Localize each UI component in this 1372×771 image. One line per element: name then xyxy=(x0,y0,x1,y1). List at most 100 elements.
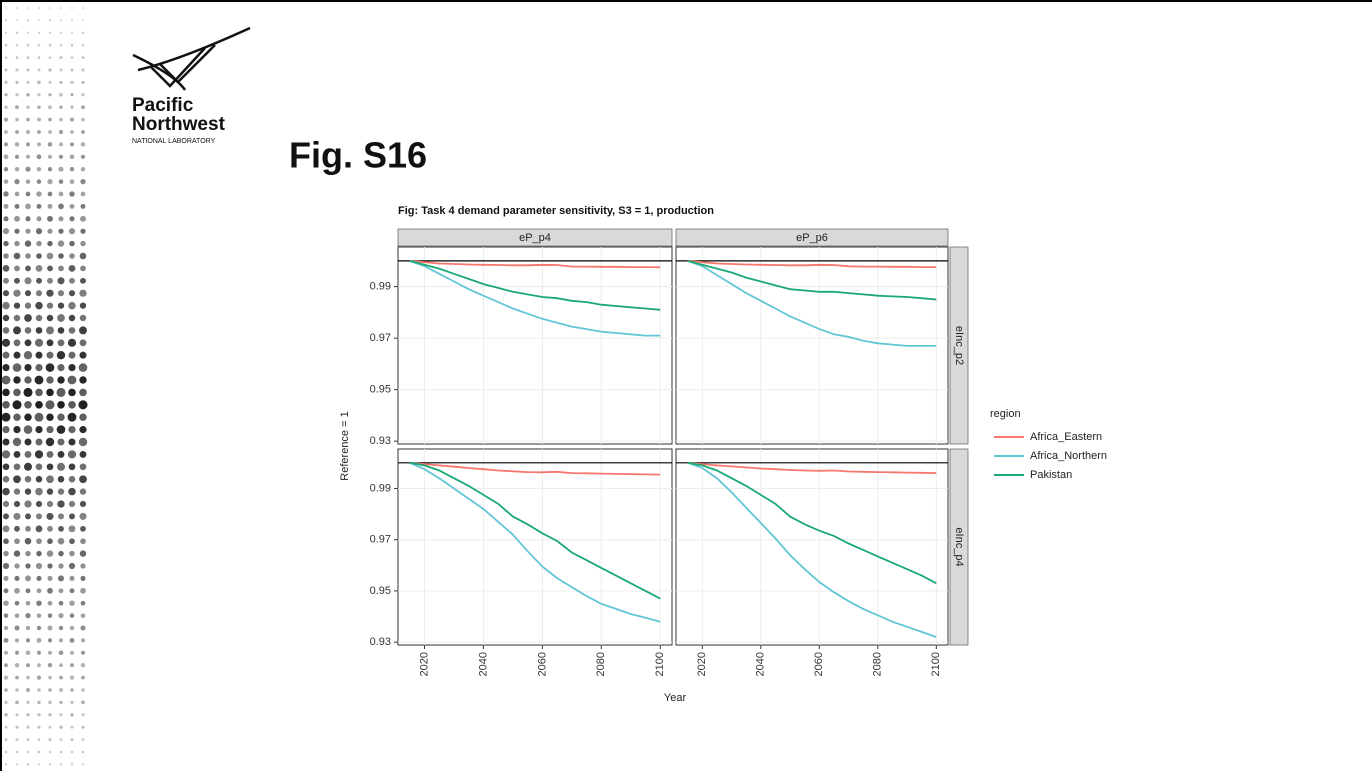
decor-dot xyxy=(56,351,66,360)
x-tick-label: 2080 xyxy=(595,652,607,676)
decor-dot xyxy=(2,290,10,297)
decor-dot xyxy=(70,31,74,34)
decor-dot xyxy=(69,538,75,545)
decor-dot xyxy=(23,425,33,434)
slide-heading: Fig. S16 xyxy=(289,135,427,176)
decor-dot xyxy=(2,487,10,496)
decor-dot xyxy=(59,713,63,717)
decor-dot xyxy=(47,662,53,668)
decor-dot xyxy=(13,413,21,421)
decor-dot xyxy=(70,19,74,22)
decor-dot xyxy=(2,314,10,322)
logo-stroke xyxy=(132,53,187,91)
x-tick-label: 2100 xyxy=(930,652,942,676)
decor-dot xyxy=(48,688,52,692)
decor-dot xyxy=(15,6,19,10)
decor-dot xyxy=(69,117,75,122)
decor-dot xyxy=(1,375,11,385)
decor-dot xyxy=(81,105,85,110)
decor-dot xyxy=(4,68,8,72)
decor-dot xyxy=(3,203,9,209)
decor-dot xyxy=(4,713,8,717)
decor-dot xyxy=(26,663,30,668)
decor-dot xyxy=(26,750,30,754)
decor-dot xyxy=(58,638,64,643)
decor-dot xyxy=(81,80,85,84)
decor-dot xyxy=(59,663,63,668)
decor-dot xyxy=(58,228,64,234)
decor-dot xyxy=(24,327,32,334)
decor-dot xyxy=(13,550,21,557)
decor-dot xyxy=(57,488,65,495)
decor-dot xyxy=(3,179,9,184)
decor-dot xyxy=(57,450,65,458)
y-tick-label: 0.97 xyxy=(370,332,391,344)
decor-dot xyxy=(36,575,42,581)
decor-dot xyxy=(79,512,87,520)
decor-dot xyxy=(24,400,32,409)
decor-dot xyxy=(48,750,52,754)
decor-dot xyxy=(57,314,65,322)
decor-dot xyxy=(48,43,52,47)
decor-dot xyxy=(2,525,10,533)
decor-dot xyxy=(25,216,31,222)
decor-dot xyxy=(3,240,9,247)
decor-dot xyxy=(25,612,31,619)
decor-dot xyxy=(59,738,63,741)
x-tick-label: 2080 xyxy=(872,652,884,676)
decor-dot xyxy=(48,725,52,729)
decor-dot xyxy=(69,575,75,581)
decor-dot xyxy=(24,475,32,483)
decor-dot xyxy=(14,638,20,643)
decor-dot xyxy=(80,650,86,655)
decor-dot xyxy=(2,351,10,359)
y-tick-label: 0.99 xyxy=(370,281,391,293)
decor-dot xyxy=(2,438,10,446)
decor-dot xyxy=(48,105,52,110)
decor-dot xyxy=(57,462,65,471)
decor-dot xyxy=(25,600,31,606)
decor-dot xyxy=(24,290,32,297)
decor-dot xyxy=(80,277,86,284)
decor-dot xyxy=(80,587,86,594)
decor-dot xyxy=(48,6,52,10)
decor-dot xyxy=(37,19,41,22)
decor-dot xyxy=(25,575,31,582)
decor-dot xyxy=(24,314,32,322)
series-line xyxy=(687,461,937,474)
decor-dot xyxy=(69,167,75,172)
decor-dot xyxy=(57,327,65,334)
decor-dot xyxy=(4,763,8,766)
decor-dot xyxy=(3,625,9,631)
y-tick-label: 0.99 xyxy=(370,482,391,494)
decor-dot xyxy=(69,240,75,247)
decor-dot xyxy=(36,600,42,606)
decor-dot xyxy=(13,314,21,322)
decor-dot xyxy=(13,488,21,495)
decor-dot xyxy=(13,326,21,335)
decor-dot xyxy=(56,387,66,397)
decor-dot xyxy=(14,525,20,532)
decor-dot xyxy=(35,290,43,297)
decor-dot xyxy=(79,326,87,335)
decor-dot xyxy=(59,750,63,754)
decor-dot xyxy=(37,763,41,766)
decor-dot xyxy=(59,56,63,60)
decor-dot xyxy=(59,675,63,680)
decor-dot xyxy=(68,400,76,409)
decor-dot xyxy=(14,575,20,581)
decor-dot xyxy=(36,167,42,172)
facet-label: eP_p6 xyxy=(796,232,828,244)
decor-dot xyxy=(81,738,85,742)
legend-label: Africa_Northern xyxy=(1030,450,1107,462)
decor-dot xyxy=(46,326,54,335)
decor-dot xyxy=(69,277,75,284)
decor-dot xyxy=(12,400,22,410)
decor-dot xyxy=(3,154,9,160)
decor-dot xyxy=(36,650,42,655)
decor-dot xyxy=(69,588,75,594)
decor-dot xyxy=(15,80,19,84)
series-line xyxy=(687,461,937,638)
decor-dot xyxy=(46,351,54,359)
decor-dot xyxy=(59,31,63,34)
